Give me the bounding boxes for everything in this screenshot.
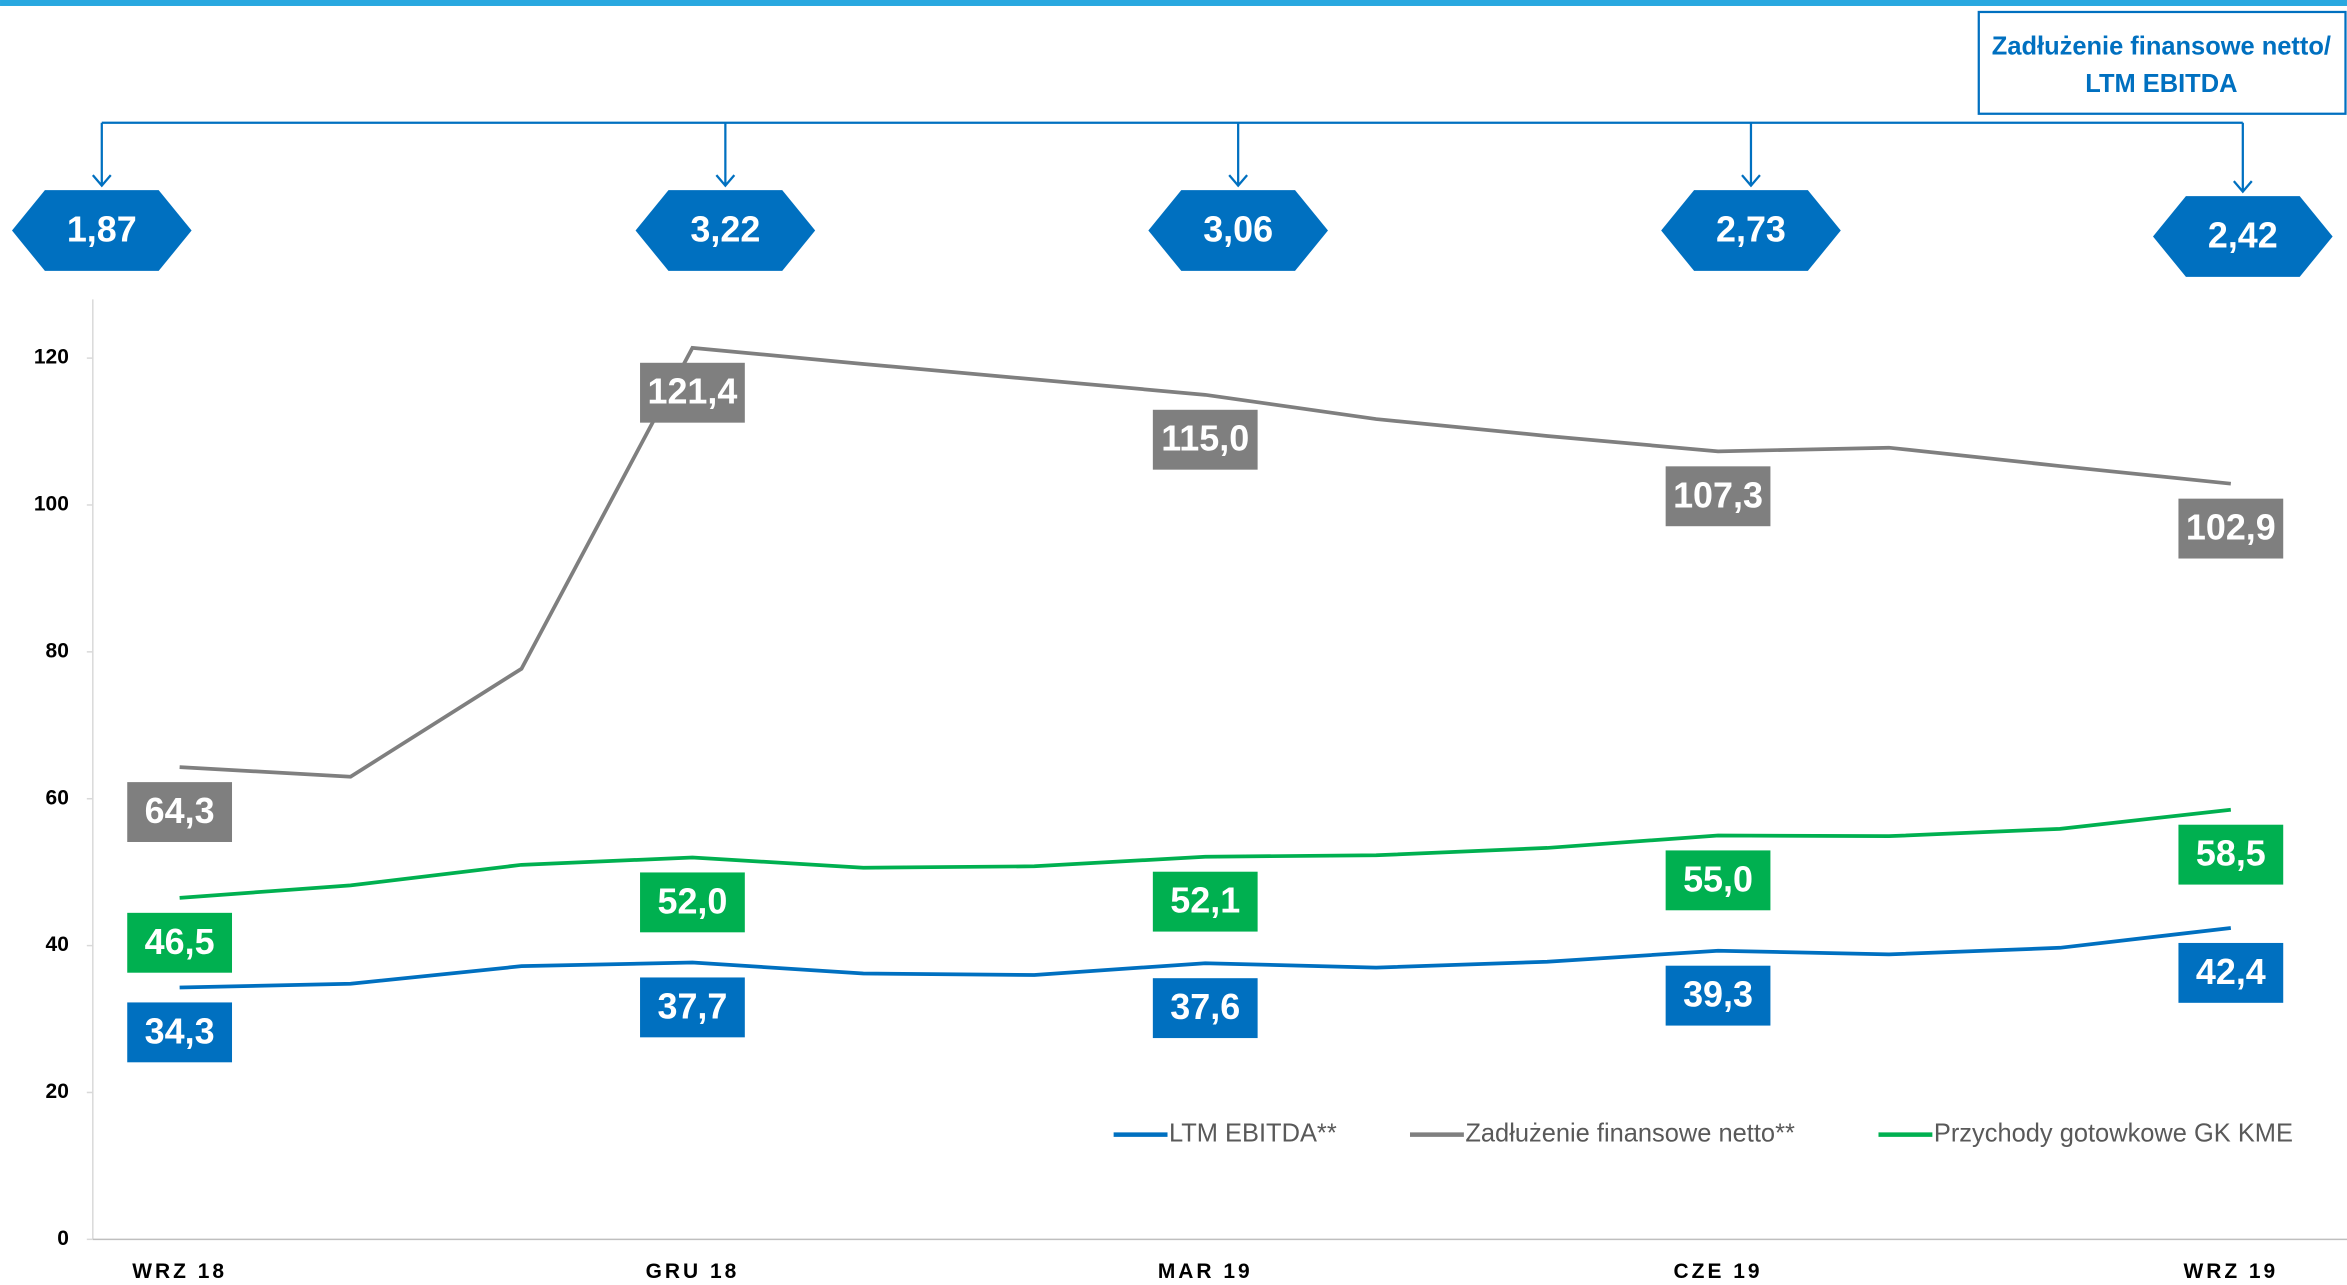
y-tick-label: 20	[46, 1080, 69, 1103]
ratio-badge	[1661, 190, 1841, 271]
value-label-box	[127, 912, 233, 973]
value-label: 64,3	[145, 790, 215, 831]
ratio-label: 2,73	[1716, 208, 1786, 249]
value-label: 52,1	[1170, 880, 1240, 921]
value-label-box	[1665, 965, 1771, 1026]
ratio-badge	[2153, 196, 2333, 277]
value-label: 37,6	[1170, 986, 1240, 1027]
ratio-badge	[11, 190, 192, 271]
value-label-box	[1152, 871, 1258, 932]
arrow	[2232, 122, 2253, 194]
value-label: 58,5	[2196, 833, 2266, 874]
value-label: 55,0	[1683, 858, 1753, 899]
value-label: 52,0	[657, 880, 727, 921]
value-label: 102,9	[2186, 507, 2276, 548]
ratio-label: 1,87	[67, 208, 137, 249]
arrow	[1228, 122, 1248, 188]
series-line	[179, 807, 2232, 900]
top-bar	[0, 0, 2347, 6]
value-label-box	[640, 872, 745, 933]
value-label-box	[1665, 466, 1771, 527]
ratio-badge	[635, 190, 816, 271]
ratio-title: Zadłużenie finansowe netto/	[1992, 33, 2331, 61]
value-label-box	[2178, 498, 2284, 559]
value-label-box	[1152, 409, 1258, 470]
value-label: 115,0	[1161, 418, 1249, 459]
arrow	[715, 122, 736, 188]
series-line	[179, 926, 2232, 990]
ratio-label: 3,22	[690, 208, 760, 249]
legend-label: Przychody gotowkowe GK KME	[1934, 1119, 2293, 1147]
y-tick-label: 0	[57, 1227, 69, 1250]
series-line	[179, 345, 2232, 779]
value-label-box	[2178, 824, 2284, 885]
ratio-title-box	[1977, 10, 2347, 115]
value-label: 42,4	[2196, 951, 2266, 992]
value-label-box	[640, 977, 745, 1038]
value-label: 34,3	[145, 1010, 215, 1051]
value-label-box	[1152, 978, 1258, 1039]
y-tick-label: 40	[46, 933, 69, 956]
value-label: 37,7	[657, 985, 727, 1026]
x-tick-label: WRZ 18	[132, 1260, 227, 1283]
legend-label: LTM EBITDA**	[1169, 1119, 1337, 1147]
arrow	[91, 122, 112, 188]
value-label: 121,4	[647, 371, 737, 412]
ratio-badge	[1148, 190, 1328, 271]
value-label: 46,5	[145, 921, 215, 962]
ratio-title: LTM EBITDA	[2085, 70, 2237, 98]
value-label-box	[1665, 850, 1771, 911]
y-tick-label: 120	[34, 346, 69, 369]
x-tick-label: CZE 19	[1674, 1260, 1763, 1283]
value-label-box	[127, 782, 233, 842]
value-label: 39,3	[1683, 974, 1753, 1015]
x-tick-label: GRU 18	[646, 1260, 740, 1283]
arrow	[1741, 122, 1761, 188]
y-tick-label: 60	[46, 786, 69, 809]
ratio-label: 3,06	[1203, 208, 1273, 249]
value-label-box	[640, 362, 745, 423]
value-label-box	[2178, 942, 2284, 1003]
value-label: 107,3	[1673, 474, 1763, 515]
legend-label: Zadłużenie finansowe netto**	[1465, 1119, 1795, 1147]
y-tick-label: 100	[34, 493, 69, 516]
ratio-label: 2,42	[2208, 214, 2278, 255]
x-tick-label: MAR 19	[1158, 1260, 1253, 1283]
y-tick-label: 80	[46, 639, 69, 662]
value-label-box	[127, 1002, 233, 1063]
x-tick-label: WRZ 19	[2183, 1260, 2278, 1283]
